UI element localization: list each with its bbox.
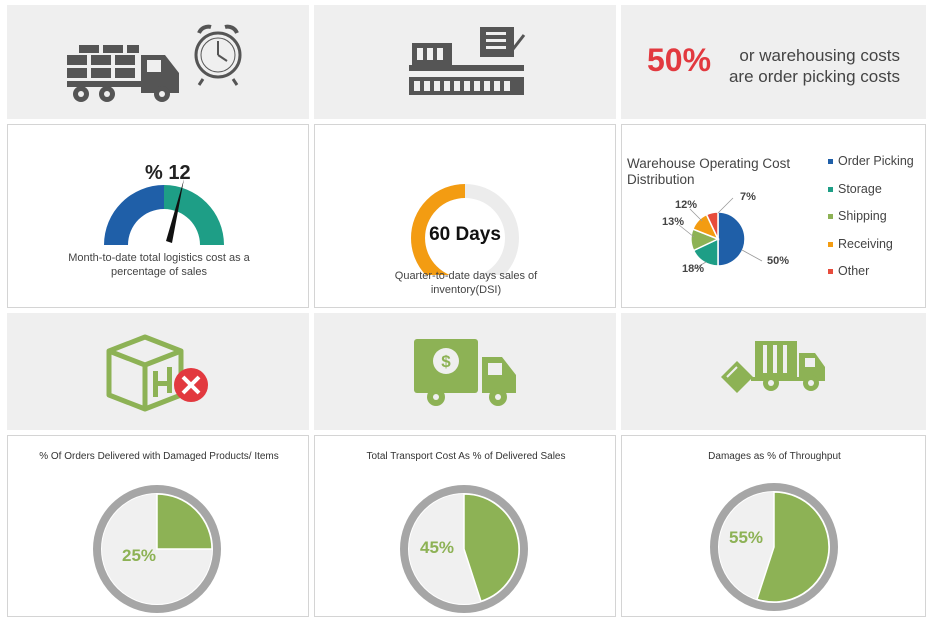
legend-item: Storage <box>828 182 914 210</box>
damaged-orders-title: % Of Orders Delivered with Damaged Produ… <box>39 451 279 462</box>
damaged-box-icon-tile <box>7 313 309 430</box>
gauge-needle <box>166 179 184 243</box>
loading-truck-icon <box>721 341 825 393</box>
distribution-title: Warehouse Operating Cost Distribution <box>627 156 790 188</box>
distribution-title-line2: Distribution <box>627 172 695 187</box>
gauge-left-segment <box>104 185 164 245</box>
pie-ring <box>400 485 528 613</box>
money-truck-icon: $ <box>414 339 516 406</box>
legend-swatch <box>828 269 833 275</box>
legend-label: Other <box>838 264 870 278</box>
pie-leader-line <box>693 261 707 270</box>
legend-item: Shipping <box>828 209 914 237</box>
warehouse-icon-tile <box>314 5 616 119</box>
logistics-icon-tile <box>7 5 309 119</box>
pie-leader-line <box>689 208 703 222</box>
distribution-title-line1: Warehouse Operating Cost <box>627 156 791 171</box>
pie-value-label: 45% <box>420 538 454 557</box>
transport-cost-pie: 45% <box>400 485 528 613</box>
logistics-cost-value: % 12 <box>145 162 191 184</box>
legend-label: Order Picking <box>838 154 914 168</box>
legend-label: Storage <box>838 181 882 196</box>
logistics-cost-caption: Month-to-date total logistics cost as a … <box>28 251 290 279</box>
logistics-cost-gauge <box>104 179 224 245</box>
pie-value-slice <box>463 493 520 603</box>
legend-item: Receiving <box>828 237 914 265</box>
pie-leader-line <box>717 197 734 214</box>
pie-data-label: 13% <box>662 216 684 228</box>
truck-clock-icon <box>67 24 242 102</box>
transport-cost-icon-tile: $ <box>314 313 616 430</box>
pie-data-label: 12% <box>675 199 697 211</box>
logistics-cost-caption-line1: Month-to-date total logistics cost as a <box>68 252 250 264</box>
dsi-gauge-fill <box>411 184 466 275</box>
logistics-cost-gauge-tile: % 12 Month-to-date total logistics cost … <box>7 124 309 308</box>
transport-cost-tile: Total Transport Cost As % of Delivered S… <box>314 435 616 617</box>
pie-leader-line <box>678 224 695 238</box>
banner-text: or warehousing costs are order picking c… <box>729 45 900 87</box>
distribution-pie-chart: 50% 18% 13% 12% 7% <box>662 191 789 275</box>
banner-highlight-value: 50% <box>647 42 712 78</box>
pie-ring <box>93 485 221 613</box>
dsi-caption-line2: inventory(DSI) <box>430 284 502 296</box>
dsi-caption-line1: Quarter-to-date days sales of <box>394 270 538 282</box>
warehouse-checklist-icon <box>409 27 526 95</box>
legend-swatch <box>828 186 833 192</box>
pie-value-slice <box>756 491 830 603</box>
pie-ring <box>710 483 838 611</box>
distribution-legend: Order Picking Storage Shipping Receiving Oth… <box>828 154 914 292</box>
banner-line-2: are order picking costs <box>728 67 900 86</box>
warehouse-cost-distribution-tile: Warehouse Operating Cost Distribution 50… <box>621 124 926 308</box>
damaged-orders-tile: % Of Orders Delivered with Damaged Produ… <box>7 435 309 617</box>
pie-leader-line <box>741 249 763 262</box>
banner-line-1: or warehousing costs <box>739 46 900 65</box>
legend-swatch <box>828 241 833 247</box>
legend-item: Other <box>828 264 914 292</box>
legend-label: Receiving <box>838 236 893 251</box>
legend-label: Shipping <box>838 209 887 223</box>
dsi-gauge-tile: 60 Days Quarter-to-date days sales of in… <box>314 124 616 308</box>
damaged-box-icon <box>106 334 208 412</box>
damages-throughput-title: Damages as % of Throughput <box>708 451 841 462</box>
damaged-orders-pie: 25% <box>93 485 221 613</box>
pie-value-slice <box>156 493 213 550</box>
legend-item: Order Picking <box>828 154 914 182</box>
order-picking-banner: 50% or warehousing costs are order picki… <box>621 5 926 119</box>
dsi-caption: Quarter-to-date days sales of inventory(… <box>355 269 577 297</box>
damages-throughput-pie: 55% <box>710 483 838 611</box>
transport-cost-title: Total Transport Cost As % of Delivered S… <box>366 451 566 462</box>
damages-throughput-tile: Damages as % of Throughput 55% <box>621 435 926 617</box>
svg-text:$: $ <box>441 352 451 371</box>
legend-swatch <box>828 214 833 220</box>
dsi-gauge <box>411 184 519 275</box>
pie-data-label: 50% <box>767 255 789 267</box>
pie-value-label: 25% <box>122 546 156 565</box>
pie-slice-other <box>705 211 719 240</box>
logistics-cost-caption-line2: percentage of sales <box>110 266 207 278</box>
throughput-icon-tile <box>621 313 926 430</box>
legend-swatch <box>828 159 833 165</box>
pie-slice-order-picking <box>717 211 746 267</box>
pie-data-label: 7% <box>740 191 756 203</box>
dsi-value: 60 Days <box>429 224 501 245</box>
pie-data-label: 18% <box>682 263 704 275</box>
pie-value-label: 55% <box>729 528 763 547</box>
